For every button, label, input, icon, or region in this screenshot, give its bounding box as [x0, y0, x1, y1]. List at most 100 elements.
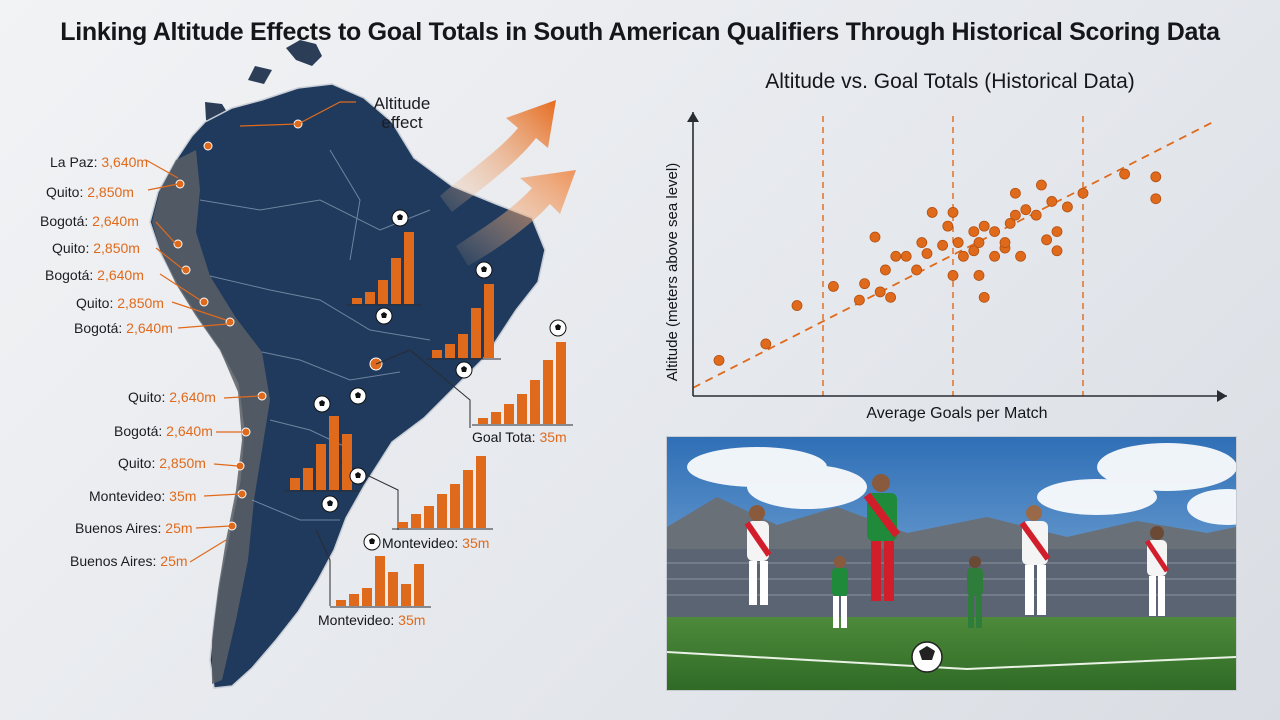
soccer-ball-icons	[313, 209, 567, 551]
soccer-ball-patch	[355, 472, 361, 478]
map-bar	[401, 584, 411, 606]
scatter-point	[937, 239, 949, 251]
scatter-point	[827, 280, 839, 292]
scatter-point	[1041, 234, 1053, 246]
south-america-map	[145, 40, 576, 689]
scatter-point	[921, 248, 933, 259]
city-label: Quito: 2,850m	[76, 295, 164, 311]
map-bar	[424, 506, 434, 528]
scatter-point	[1009, 209, 1021, 221]
soccer-ball-patch	[369, 538, 375, 544]
scatter-point	[760, 338, 772, 350]
scatter-point	[1030, 209, 1042, 221]
map-bar	[414, 564, 424, 606]
city-label: Bogotá: 2,640m	[45, 267, 144, 283]
soccer-ball-patch	[555, 324, 561, 330]
scatter-point	[1051, 226, 1063, 238]
scatter-point	[885, 291, 897, 303]
city-label: Montevideo: 35m	[89, 488, 197, 504]
scatter-point	[890, 250, 902, 262]
scatter-point	[1035, 179, 1047, 191]
scatter-point	[942, 220, 954, 232]
scatter-point	[853, 294, 865, 306]
scatter-point	[900, 250, 912, 262]
soccer-ball-patch	[355, 392, 361, 398]
map-bar	[517, 394, 527, 424]
football-match-photo	[666, 436, 1237, 691]
scatter-point	[947, 270, 959, 281]
andes-mountains	[152, 150, 270, 684]
x-axis-arrow	[1217, 390, 1227, 402]
scatter-point	[1119, 168, 1131, 180]
soccer-ball-patch	[319, 400, 325, 406]
clouds	[687, 443, 1236, 525]
map-bar	[476, 456, 486, 528]
city-label: Bogotá: 2,640m	[74, 320, 173, 336]
goal-total-label: Goal Tota: 35m	[472, 429, 567, 445]
soccer-ball-patch	[327, 500, 333, 506]
map-bar	[316, 444, 326, 490]
montevideo-bar-label-lower: Montevideo: 35m	[318, 612, 426, 628]
scatter-point	[926, 207, 938, 218]
map-bar	[484, 284, 494, 358]
trend-arrow-upper	[440, 100, 556, 212]
scatter-point	[968, 245, 980, 257]
map-bar	[450, 484, 460, 528]
map-bar	[463, 470, 473, 528]
scatter-point	[989, 250, 1001, 262]
scatter-point	[1004, 217, 1016, 229]
scatter-point	[999, 237, 1011, 248]
map-bar	[362, 588, 372, 606]
city-label: Quito: 2,850m	[52, 240, 140, 256]
country-borders	[199, 149, 431, 521]
map-bar	[391, 258, 401, 304]
soccer-ball-patch	[461, 366, 467, 372]
map-bar	[556, 342, 566, 424]
y-axis-arrow	[687, 112, 699, 122]
city-label: Bogotá: 2,640m	[40, 213, 139, 229]
pitch-line	[667, 651, 1236, 671]
altitude-goals-scatter: Average Goals per Match Altitude (meters…	[664, 112, 1227, 422]
players	[744, 474, 1170, 628]
scatter-point	[1061, 201, 1073, 213]
scatter-point	[911, 264, 923, 276]
map-bar	[398, 522, 408, 528]
map-bar	[530, 380, 540, 424]
scatter-point	[1020, 204, 1032, 216]
scatter-point	[1077, 187, 1089, 199]
city-label: Bogotá: 2,640m	[114, 423, 213, 439]
city-label: La Paz: 3,640m	[50, 154, 149, 170]
label-leader-lines	[145, 101, 356, 563]
chart-title: Altitude vs. Goal Totals (Historical Dat…	[765, 70, 1135, 93]
scatter-point	[1150, 171, 1162, 183]
y-axis-label: Altitude (meters above sea level)	[664, 163, 681, 381]
scatter-point	[1150, 193, 1162, 205]
scatter-point	[916, 237, 928, 248]
map-bar	[336, 600, 346, 606]
map-bar	[375, 556, 385, 606]
scatter-point	[952, 237, 964, 248]
montevideo-bar-label: Montevideo: 35m	[382, 535, 490, 551]
scatter-point	[874, 286, 886, 298]
altitude-effect-label: Altitude effect	[373, 94, 431, 132]
soccer-ball-patch	[481, 266, 487, 272]
map-bar	[342, 434, 352, 490]
scatter-point	[978, 220, 990, 232]
map-bar	[458, 334, 468, 358]
city-label: Buenos Aires: 25m	[70, 553, 188, 569]
map-bar	[378, 280, 388, 304]
city-label: Quito: 2,640m	[128, 389, 216, 405]
scatter-point	[978, 291, 990, 303]
map-bar	[504, 404, 514, 424]
scatter-point	[859, 278, 871, 290]
soccer-ball-patch	[397, 214, 403, 220]
map-bar	[303, 468, 313, 490]
map-bar	[404, 232, 414, 304]
soccer-ball-patch	[381, 312, 387, 318]
map-bar	[365, 292, 375, 304]
scatter-point	[973, 270, 985, 281]
scatter-point	[1015, 250, 1027, 262]
match-illustration	[667, 437, 1236, 690]
trend-arrow-lower	[456, 170, 576, 266]
map-bar	[471, 308, 481, 358]
